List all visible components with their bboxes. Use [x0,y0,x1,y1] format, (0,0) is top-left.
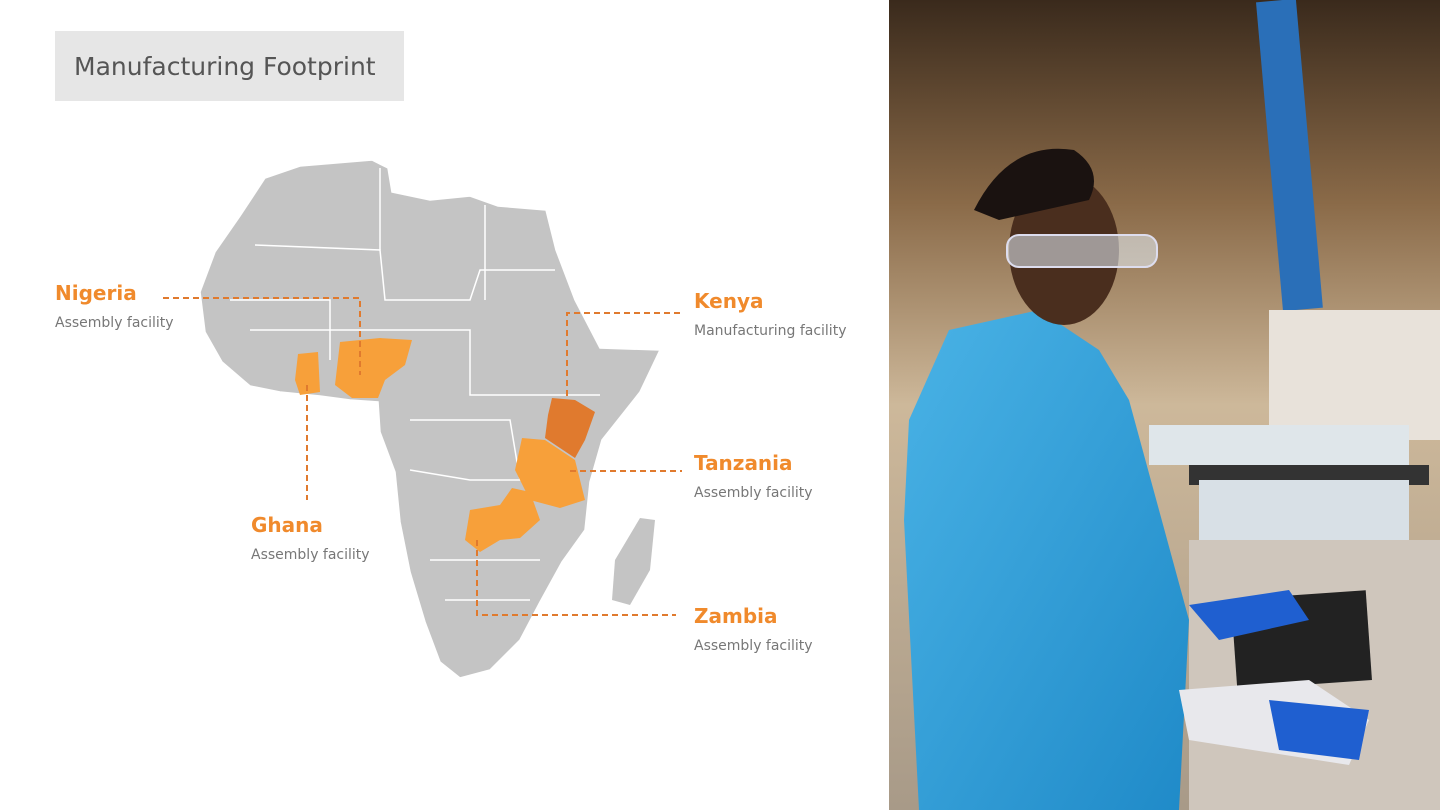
location-name: Nigeria [55,281,137,305]
location-name: Tanzania [694,451,793,475]
factory-photo [889,0,1440,810]
location-desc: Assembly facility [251,547,370,563]
label-ghana: Ghana Assembly facility [251,513,370,563]
location-desc: Manufacturing facility [694,323,847,339]
location-name: Ghana [251,513,323,537]
location-name: Zambia [694,604,778,628]
country-ghana [295,352,320,395]
title-text: Manufacturing Footprint [74,51,376,81]
location-desc: Assembly facility [694,638,813,654]
page-title: Manufacturing Footprint [55,31,404,101]
country-kenya [545,398,595,458]
madagascar [612,518,655,605]
label-zambia: Zambia Assembly facility [694,604,813,654]
label-kenya: Kenya Manufacturing facility [694,289,846,339]
zambia-leader-line [476,540,676,616]
africa-map [163,159,682,679]
location-desc: Assembly facility [55,315,174,331]
nigeria-leader-line [163,297,361,375]
leader-lines [163,297,682,616]
kenya-leader-line [566,312,680,430]
country-nigeria [335,338,412,398]
africa-landmass [199,159,662,679]
label-nigeria: Nigeria Assembly facility [55,281,174,331]
location-name: Kenya [694,289,764,313]
country-zambia [465,488,540,552]
location-desc: Assembly facility [694,485,813,501]
country-tanzania [515,438,585,508]
label-tanzania: Tanzania Assembly facility [694,451,813,501]
